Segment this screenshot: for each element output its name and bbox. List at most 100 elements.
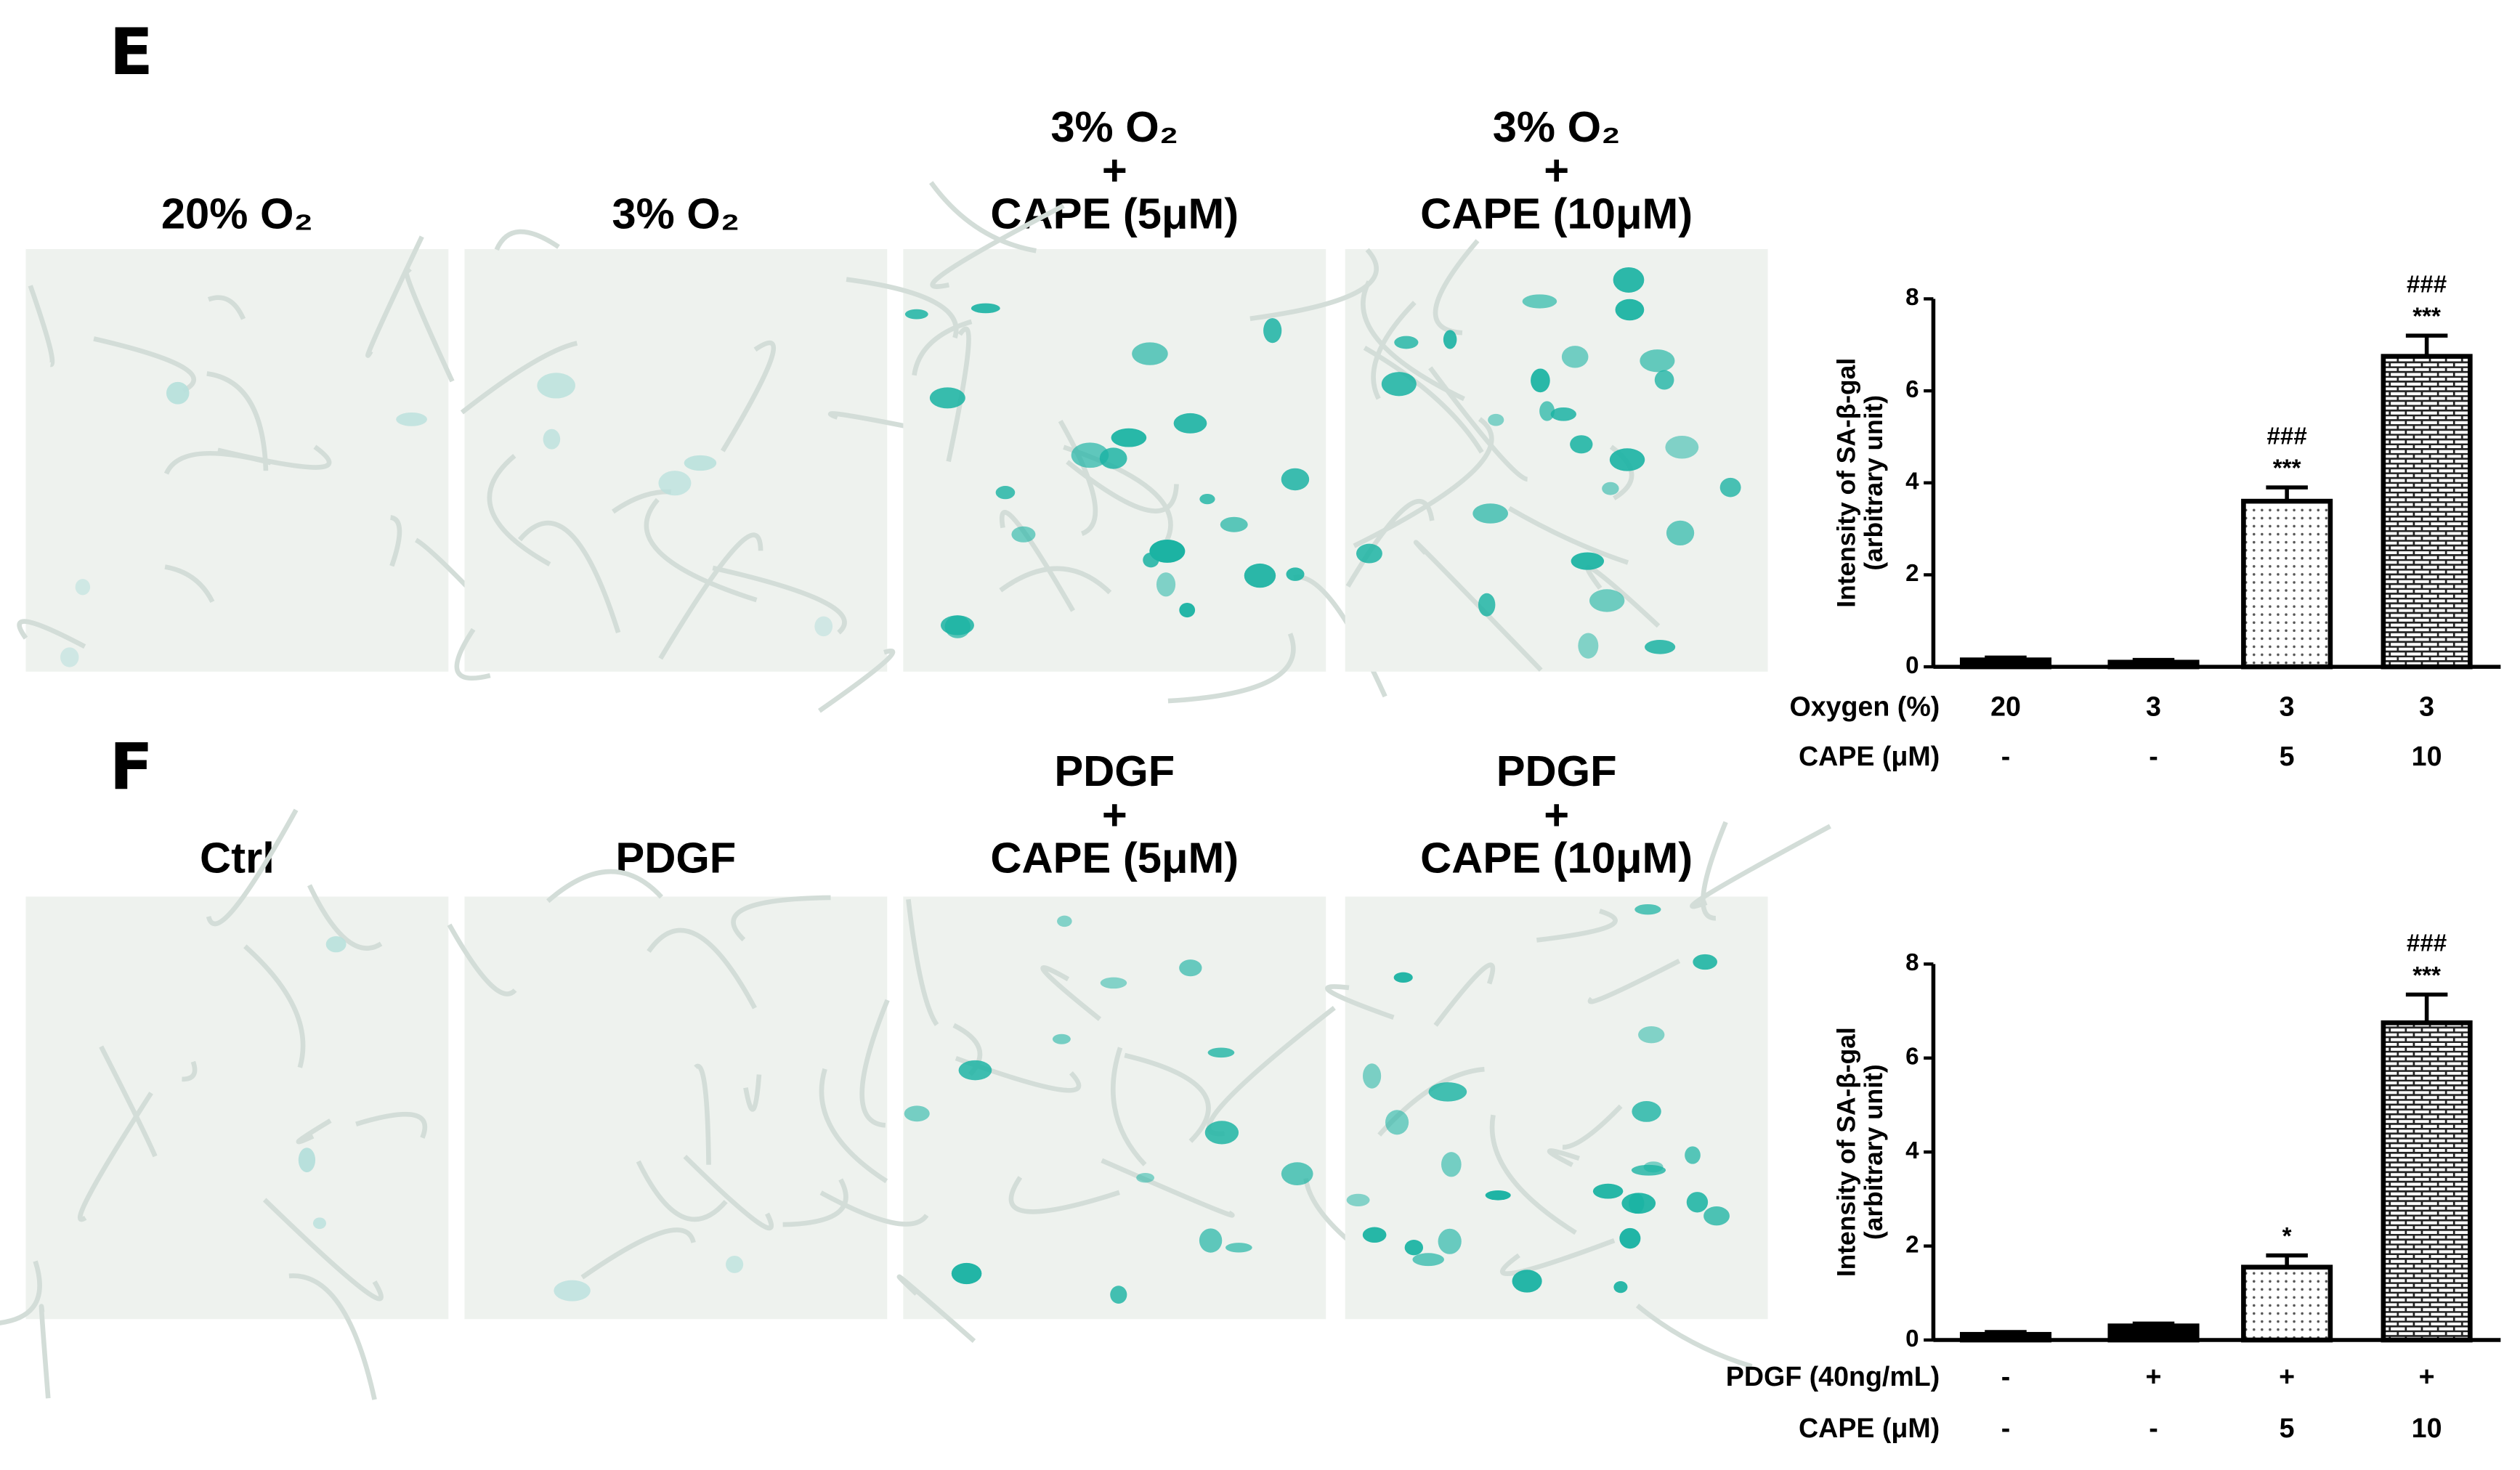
stain (1404, 1240, 1424, 1256)
cell-outline (182, 1060, 198, 1082)
stain (1571, 552, 1605, 570)
condition-value: 5 (2280, 1413, 2295, 1443)
y-tick-label: 0 (1905, 1325, 1919, 1352)
micrograph (0, 808, 449, 1400)
y-axis-label: (arbitrary unit) (1860, 1064, 1888, 1240)
cell-outline (1325, 984, 1395, 1020)
stain (1539, 401, 1555, 421)
cell-outline (896, 1274, 976, 1343)
condition-value: + (2279, 1361, 2295, 1392)
significance-label: * (2282, 1223, 2292, 1250)
stain (1615, 299, 1645, 321)
cell-outline (494, 229, 560, 251)
y-axis-label: Intensity of SA-β-gal (1833, 1027, 1861, 1277)
cell-outline (1587, 959, 1681, 1004)
y-tick-label: 6 (1905, 1044, 1919, 1071)
micrograph (17, 235, 524, 672)
error-bar (2405, 333, 2448, 357)
cell-outline (93, 336, 196, 394)
panel-label: E (110, 15, 153, 89)
cell-outline (1249, 248, 1379, 322)
condition-value: - (2001, 1361, 2011, 1392)
cell-outline (1701, 821, 1728, 921)
stain (1156, 572, 1176, 597)
stain (1472, 503, 1508, 524)
cell-outline (1690, 824, 1831, 909)
image-title: CAPE (5μM) (990, 189, 1239, 237)
image-title: 3% O₂ (1050, 102, 1178, 151)
micrograph-bg (25, 896, 449, 1320)
significance-label: ### (2266, 423, 2306, 450)
condition-value: 3 (2146, 691, 2161, 722)
stain (396, 412, 427, 426)
cell-outline (999, 566, 1112, 595)
image-title: 3% O₂ (612, 189, 740, 237)
stain (1632, 1100, 1661, 1122)
error-bar (2266, 1253, 2308, 1267)
stain (1640, 349, 1675, 373)
stain (1609, 448, 1645, 471)
cell-outline (1371, 301, 1417, 400)
cell-outline (1413, 540, 1543, 672)
bar (2241, 1264, 2333, 1343)
micrograph-bg (464, 896, 888, 1320)
stain (1173, 413, 1207, 434)
cell-outline (28, 285, 55, 368)
y-tick-label: 8 (1905, 284, 1919, 311)
stain (1531, 368, 1550, 393)
condition-value: 3 (2419, 691, 2434, 722)
cell-outline (454, 628, 491, 681)
micrograph (1325, 821, 1831, 1369)
stain (325, 936, 347, 953)
cell-outline (1363, 345, 1484, 454)
stain (726, 1255, 744, 1273)
y-axis-label: Intensity of SA-β-gal (1833, 358, 1861, 608)
stain (1665, 435, 1699, 459)
y-tick-label: 4 (1905, 468, 1919, 495)
stain (1199, 1228, 1223, 1253)
cell-outline (1353, 417, 1494, 548)
stain (1356, 543, 1382, 564)
stain (1438, 1228, 1462, 1254)
bar (2107, 1323, 2200, 1343)
stain (1110, 1286, 1127, 1304)
cell-outline (818, 648, 896, 713)
error-bar (2405, 992, 2448, 1023)
condition-value: - (2149, 741, 2158, 771)
stain (1136, 1172, 1154, 1183)
cell-outline (39, 1304, 51, 1399)
stain (1703, 1206, 1730, 1226)
stain (1592, 1183, 1624, 1199)
cell-outline (1040, 965, 1102, 1021)
stain (1346, 1193, 1370, 1207)
stain (904, 309, 928, 320)
cell-outline (1124, 1052, 1211, 1143)
stain (814, 616, 833, 637)
cell-outline (1507, 505, 1629, 565)
condition-value: - (2001, 1413, 2011, 1443)
condition-value: + (2419, 1361, 2435, 1392)
condition-label: CAPE (μM) (1799, 1413, 1940, 1443)
stain (537, 373, 575, 399)
cell-outline (243, 944, 306, 1068)
image-title: Ctrl (200, 834, 275, 882)
stain (1100, 977, 1127, 989)
y-tick-label: 2 (1905, 1231, 1919, 1258)
stain (1011, 526, 1036, 543)
stain (1071, 442, 1109, 468)
stain (1719, 477, 1741, 498)
condition-label: PDGF (40ng/mL) (1726, 1361, 1940, 1392)
condition-label: Oxygen (%) (1789, 691, 1940, 722)
stain (1412, 1253, 1444, 1267)
stain (1686, 1192, 1709, 1213)
stain (543, 429, 561, 450)
stain (951, 1262, 982, 1285)
micrograph (819, 896, 1414, 1343)
cell-outline (78, 1092, 153, 1222)
image-title: PDGF (1496, 747, 1617, 795)
stain (1281, 468, 1310, 491)
cell-outline (1361, 280, 1465, 402)
micrograph (846, 181, 1387, 704)
significance-label: *** (2412, 962, 2441, 989)
cell-outline (1562, 1104, 1623, 1150)
